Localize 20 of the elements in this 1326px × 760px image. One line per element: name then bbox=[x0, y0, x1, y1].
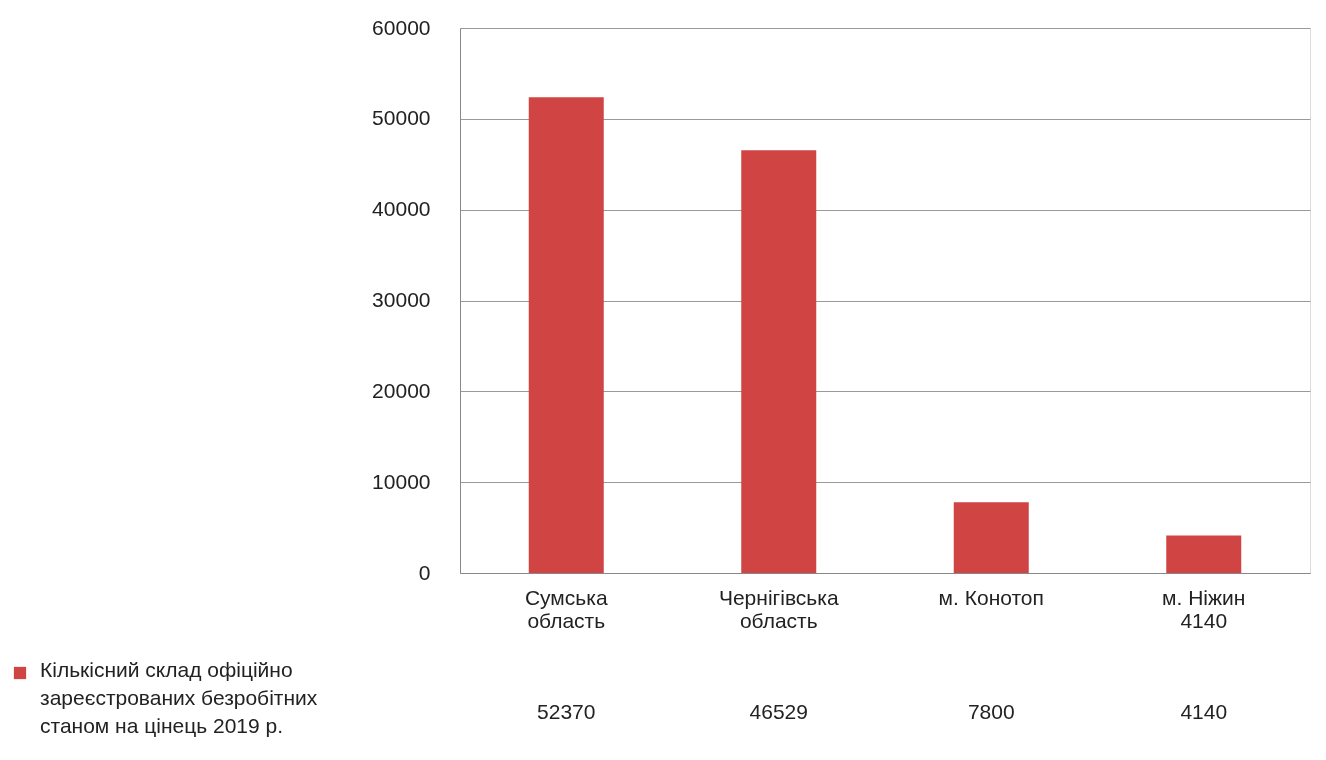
y-tick-label: 40000 bbox=[372, 197, 431, 221]
legend-label: Кількісний склад офіційно зареєстрованих безробітних станом на цінець 2019 р. bbox=[40, 658, 318, 737]
data-label: 7800 bbox=[967, 700, 1015, 723]
x-tick-label: Сумська область bbox=[524, 585, 608, 632]
bar bbox=[741, 150, 817, 573]
y-tick-label: 50000 bbox=[372, 106, 431, 130]
bar bbox=[1166, 535, 1242, 573]
x-tick-label: Чернігівська область bbox=[718, 585, 839, 632]
y-tick-label: 0 bbox=[418, 560, 431, 584]
data-label: 52370 bbox=[537, 700, 596, 723]
bar bbox=[528, 97, 604, 573]
bar bbox=[953, 502, 1029, 573]
y-tick-label: 60000 bbox=[372, 15, 431, 39]
x-tick-label: м. Ніжин 4140 bbox=[1162, 585, 1246, 632]
x-tick-label: м. Конотоп bbox=[938, 585, 1044, 609]
data-label: 46529 bbox=[749, 700, 808, 723]
y-tick-label: 20000 bbox=[372, 378, 431, 402]
y-tick-label: 30000 bbox=[372, 288, 431, 311]
data-label: 4140 bbox=[1180, 700, 1228, 723]
y-tick-label: 10000 bbox=[372, 469, 431, 493]
